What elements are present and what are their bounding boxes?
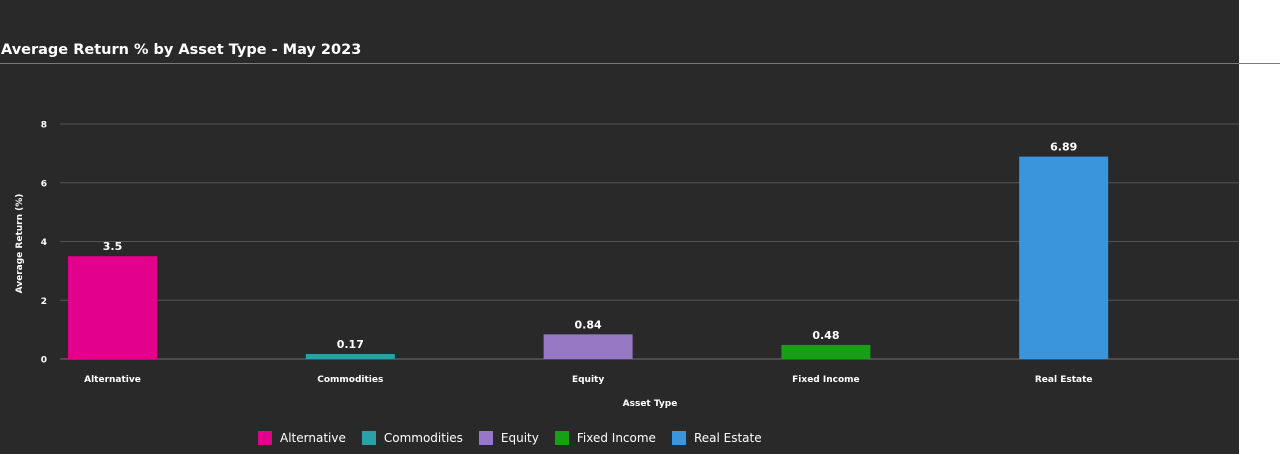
bar-chart: 0 2 4 6 8 Average Return (%) 3.5 Alternative 0.1… [15,121,1239,409]
y-tick-label: 0 [41,356,47,366]
data-label: 3.5 [103,240,123,253]
y-tick-label: 6 [41,179,47,189]
legend-item[interactable]: Equity [478,431,539,445]
chart-title: Average Return % by Asset Type - May 202… [1,42,362,58]
x-tick-label: Fixed Income [792,375,859,385]
legend-label: Commodities [383,431,463,445]
legend-label: Alternative [280,431,346,445]
legend-item[interactable]: Real Estate [671,431,762,445]
legend-swatch [361,431,376,445]
legend-swatch [554,431,569,445]
bar [781,344,871,359]
chart-legend: Alternative Commodities Equity Fixed Income… [258,431,778,445]
legend-item[interactable]: Commodities [361,431,463,445]
y-tick-label: 8 [41,121,47,131]
data-label: 0.17 [337,338,364,351]
legend-label: Real Estate [693,431,762,445]
title-divider [0,63,1280,64]
x-tick-label: Equity [572,375,604,385]
legend-swatch [258,431,272,445]
legend-label: Equity [500,431,539,445]
y-axis-label: Average Return (%) [15,194,25,294]
x-axis-label: Asset Type [623,399,678,409]
bar [68,256,157,359]
data-label: 0.84 [575,318,602,331]
data-label: 0.48 [812,329,839,342]
y-tick-label: 2 [41,297,47,307]
bar [305,354,395,359]
legend-item[interactable]: Fixed Income [554,431,656,445]
chart-panel: Average Return % by Asset Type - May 202… [0,0,1239,454]
bar [1019,156,1109,359]
data-label: 6.89 [1050,141,1077,154]
legend-swatch [478,431,493,445]
y-tick-label: 4 [41,238,47,248]
legend-item[interactable]: Alternative [258,431,346,445]
bar [543,334,633,359]
legend-swatch [671,431,686,445]
x-tick-label: Real Estate [1035,375,1093,385]
x-tick-label: Alternative [84,375,141,385]
legend-label: Fixed Income [576,431,656,445]
x-tick-label: Commodities [317,375,383,385]
